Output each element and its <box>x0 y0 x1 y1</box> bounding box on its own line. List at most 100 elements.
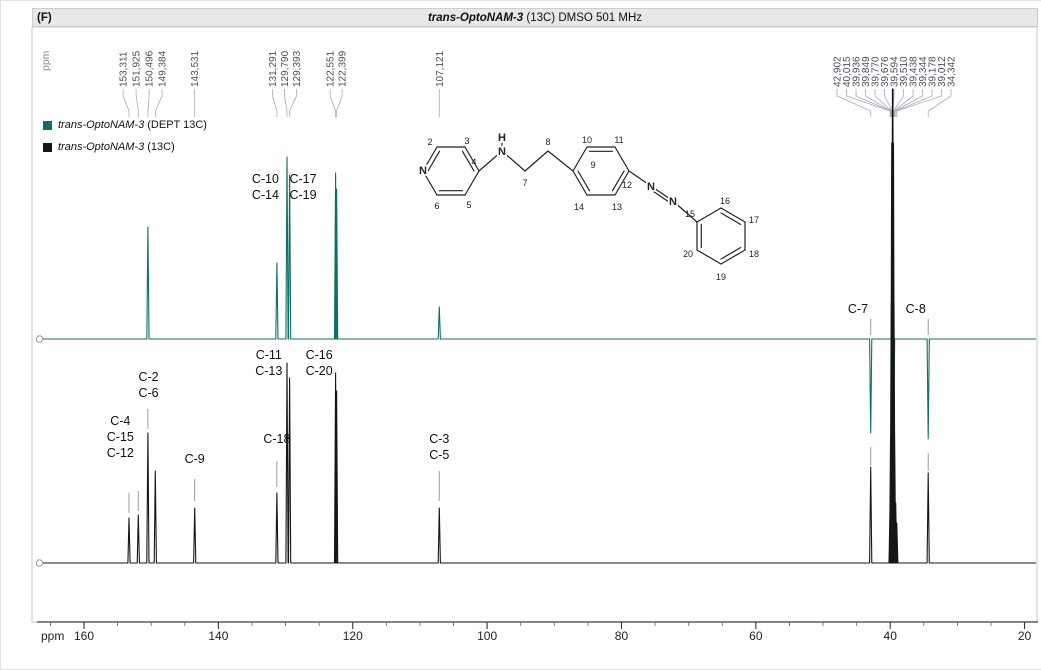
molecule-bond <box>720 212 742 226</box>
molecule-bond <box>572 146 588 172</box>
molecule-number-label: 4 <box>471 157 476 167</box>
peak-shift-label: 107,121 <box>435 50 446 87</box>
peak-shift-label: 153,311 <box>119 51 130 87</box>
legend-swatch-dept-icon <box>43 120 52 130</box>
molecule-number-label: 20 <box>683 249 693 259</box>
peak-shift-label: 39,936 <box>852 56 863 87</box>
molecule-bond <box>422 146 438 172</box>
annotation-label: C-13 <box>255 364 282 378</box>
molecule-bond <box>672 200 698 223</box>
peak-shift-label: 34,342 <box>947 56 958 87</box>
x-tick-label: 100 <box>477 629 497 643</box>
molecule-bond <box>614 170 630 196</box>
peak-shift-label: 143,531 <box>190 50 201 87</box>
molecule-number-label: 9 <box>590 160 595 170</box>
annotation-label: C-18 <box>263 432 290 446</box>
x-tick-label: 40 <box>884 629 898 643</box>
annotation-label: C-8 <box>906 302 926 316</box>
panel-label: (F) <box>37 11 52 24</box>
peak-leader-line <box>893 89 914 117</box>
molecule-number-label: 8 <box>545 137 550 147</box>
top-ppm-label: ppm <box>40 50 52 71</box>
annotation-label: C-19 <box>289 188 316 202</box>
molecule-bond <box>611 170 625 192</box>
peak-shift-label: 39,770 <box>871 56 882 87</box>
annotation-label: C-10 <box>252 172 279 186</box>
peak-shift-label: 39,510 <box>899 56 910 87</box>
x-tick-label: 140 <box>208 629 228 643</box>
annotation-label: C-7 <box>848 302 868 316</box>
peak-shift-label: 122,551 <box>326 50 337 87</box>
peak-shift-label: 122,399 <box>338 50 349 87</box>
peak-shift-label: 150,496 <box>145 50 156 87</box>
molecule-atom-label: N <box>669 196 677 208</box>
molecule-number-label: 7 <box>522 178 527 188</box>
peak-leader-line <box>836 89 872 117</box>
molecule-atom-label: N <box>647 181 655 193</box>
peak-shift-label: 39,676 <box>880 56 891 87</box>
peak-shift-label: 151,925 <box>132 50 143 87</box>
peak-shift-label: 149,384 <box>158 50 169 87</box>
x-tick-label: 60 <box>749 629 763 643</box>
molecule-number-label: 16 <box>720 196 730 206</box>
molecule-bond <box>464 170 480 196</box>
legend-label-13c: trans-OptoNAM-3 (13C) <box>58 141 175 153</box>
molecule-number-label: 19 <box>716 272 726 282</box>
figure-title: trans-OptoNAM-3 (13C) DMSO 501 MHz <box>33 12 1037 24</box>
annotation-label: C-11 <box>256 348 282 362</box>
dept-baseline-marker <box>35 335 44 343</box>
molecule-bond <box>461 150 475 172</box>
molecule-number-label: 10 <box>582 135 592 145</box>
dept-spectrum-trace <box>37 156 1036 440</box>
molecule-atom-label: N <box>419 165 427 177</box>
annotation-label: C-6 <box>138 386 158 400</box>
molecule-number-label: 6 <box>434 201 439 211</box>
molecule-atom-label: H <box>498 132 506 144</box>
peak-leader-line <box>927 89 952 117</box>
peak-leader-line <box>329 89 337 117</box>
annotation-label: C-4 <box>110 414 130 428</box>
annotation-label: C-9 <box>185 452 205 466</box>
peak-leader-line <box>147 89 150 117</box>
molecule-number-label: 17 <box>749 215 759 225</box>
peak-shift-label: 39,344 <box>918 56 929 87</box>
peak-shift-label: 129,790 <box>280 50 291 87</box>
molecule-number-label: 12 <box>622 180 632 190</box>
annotation-label: C-14 <box>252 188 279 202</box>
peak-leader-line <box>289 89 297 117</box>
molecule-bond <box>427 150 441 172</box>
peak-shift-label: 39,438 <box>909 56 920 87</box>
peak-leader-line <box>336 89 343 117</box>
legend: trans-OptoNAM-3 (DEPT 13C) trans-OptoNAM… <box>43 119 207 163</box>
annotation-label: C-5 <box>429 448 449 462</box>
peak-leader-line <box>272 89 278 117</box>
annotation-label: C-15 <box>107 430 134 444</box>
molecule-bond <box>650 185 674 202</box>
peak-leader-line <box>154 89 163 117</box>
molecule-number-label: 14 <box>574 202 584 212</box>
legend-swatch-13c-icon <box>43 142 52 152</box>
peak-leader-line <box>855 89 892 117</box>
peak-leader-line <box>284 89 288 117</box>
molecule-bond <box>478 150 503 172</box>
molecule-number-label: 15 <box>685 209 695 219</box>
molecule-bond <box>720 246 742 260</box>
peak-shift-label: 39,178 <box>928 56 939 87</box>
molecule-bond <box>572 170 588 196</box>
molecule-bond <box>614 146 630 172</box>
c13-baseline-marker <box>35 559 44 567</box>
annotation-label: C-12 <box>107 446 134 460</box>
peak-shift-label: 40,015 <box>842 56 853 87</box>
molecule-bond <box>422 170 438 196</box>
molecule-number-label: 18 <box>749 249 759 259</box>
peak-leader-line <box>874 89 893 117</box>
molecule-bond <box>547 150 574 172</box>
molecule-bond <box>464 146 480 172</box>
molecule-number-label: 11 <box>614 135 623 145</box>
molecule-number-label: 2 <box>427 137 432 147</box>
x-tick-label: 20 <box>1018 629 1032 643</box>
molecule-number-label: 13 <box>612 202 622 212</box>
peak-leader-line <box>135 89 139 117</box>
peak-leader-line <box>122 89 130 117</box>
peak-shift-label: 39,849 <box>861 56 872 87</box>
